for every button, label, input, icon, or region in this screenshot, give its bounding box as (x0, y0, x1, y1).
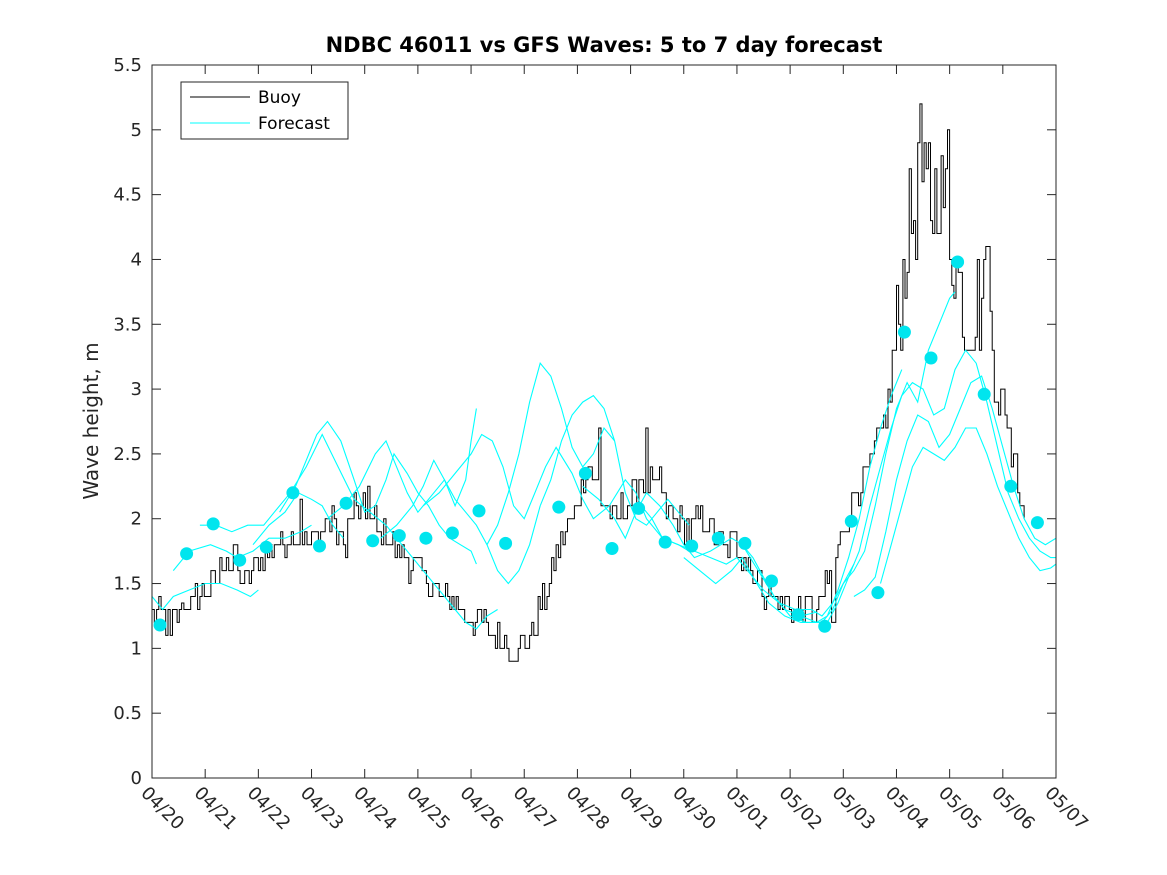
y-tick-label: 1 (131, 638, 142, 659)
legend: Buoy Forecast (180, 81, 349, 140)
forecast-series-line-2 (172, 524, 312, 571)
forecast-marker-5 (259, 540, 273, 554)
forecast-marker-17 (605, 542, 619, 555)
y-tick-label: 5.5 (113, 55, 142, 76)
y-tick-label: 2 (131, 509, 142, 530)
forecast-series-line-7 (380, 408, 477, 539)
forecast-marker-1 (153, 618, 167, 632)
forecast-marker-22 (738, 536, 752, 550)
forecast-series-line-14 (741, 291, 956, 623)
forecast-marker-6 (286, 486, 300, 500)
forecast-series-line-12 (640, 505, 855, 617)
forecast-marker-7 (313, 539, 326, 553)
forecast-marker-11 (419, 531, 433, 545)
y-tick-label: 3.5 (113, 314, 142, 335)
forecast-series-line-10 (539, 394, 690, 526)
forecast-marker-33 (1030, 516, 1044, 530)
forecast-series-line-3 (199, 433, 498, 630)
forecast-series-line-15 (800, 349, 1056, 623)
forecast-series-line-1 (152, 582, 259, 611)
forecast-marker-32 (1004, 479, 1018, 493)
forecast-series-line-4 (252, 492, 344, 546)
forecast-marker-23 (765, 574, 778, 588)
forecast-marker-12 (445, 526, 459, 540)
forecast-marker-4 (233, 553, 247, 567)
forecast-marker-28 (897, 325, 911, 339)
legend-buoy-label: Buoy (258, 88, 301, 108)
y-axis-label: Wave height, m (79, 342, 103, 499)
y-tick-label: 5 (131, 120, 142, 141)
axes-box (151, 64, 1057, 779)
y-tick-label: 0.5 (113, 703, 142, 724)
chart-title: NDBC 46011 vs GFS Waves: 5 to 7 day fore… (326, 33, 883, 57)
forecast-marker-8 (339, 496, 353, 510)
forecast-marker-25 (818, 619, 832, 633)
forecast-series-line-9 (486, 362, 616, 545)
forecast-marker-2 (180, 547, 194, 561)
forecast-marker-13 (472, 504, 486, 518)
y-tick-label: 4.5 (113, 185, 142, 206)
forecast-marker-3 (206, 517, 220, 531)
forecast-marker-18 (632, 501, 646, 515)
legend-box (180, 81, 349, 140)
y-tick-label: 0 (131, 768, 142, 789)
forecast-series-line-16 (853, 375, 1056, 597)
axes (151, 64, 1057, 779)
forecast-marker-27 (871, 586, 885, 600)
forecast-marker-20 (685, 539, 699, 553)
y-tick-label: 3 (131, 379, 142, 400)
legend-forecast-label: Forecast (258, 114, 330, 134)
buoy-series-line (152, 103, 1025, 662)
forecast-marker-10 (392, 529, 406, 543)
forecast-marker-9 (366, 534, 380, 548)
forecast-marker-24 (791, 608, 805, 622)
forecast-marker-16 (578, 466, 592, 480)
y-tick-label: 2.5 (113, 444, 142, 465)
forecast-markers (153, 255, 1044, 633)
plot-area (152, 103, 1056, 662)
forecast-marker-19 (658, 535, 672, 549)
forecast-marker-31 (977, 387, 991, 401)
forecast-marker-21 (711, 531, 725, 545)
forecast-marker-30 (951, 255, 965, 269)
forecast-series-line-17 (879, 427, 1056, 584)
forecast-marker-14 (499, 536, 513, 550)
forecast-marker-15 (552, 500, 566, 514)
y-tick-label: 4 (131, 249, 142, 270)
forecast-marker-26 (844, 514, 858, 528)
y-tick-label: 1.5 (113, 574, 142, 595)
forecast-marker-29 (924, 351, 938, 365)
